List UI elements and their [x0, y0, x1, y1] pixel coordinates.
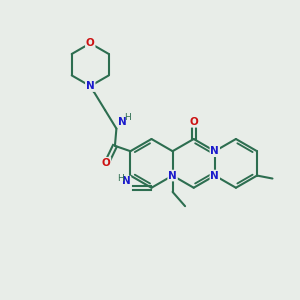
Text: H: H	[117, 174, 124, 183]
Text: O: O	[86, 38, 94, 48]
Text: N: N	[168, 171, 177, 181]
Text: O: O	[102, 158, 110, 168]
Text: N: N	[118, 117, 127, 127]
Text: H: H	[124, 113, 131, 122]
Text: N: N	[122, 176, 131, 186]
Text: N: N	[86, 81, 94, 91]
Text: O: O	[189, 117, 198, 127]
Text: N: N	[210, 171, 219, 181]
Text: N: N	[210, 146, 219, 156]
